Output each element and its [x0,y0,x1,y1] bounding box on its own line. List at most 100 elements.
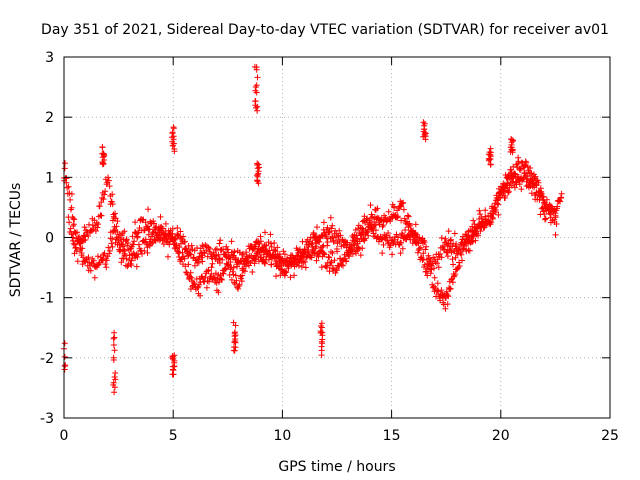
data-point [326,228,333,235]
data-point [171,146,178,152]
data-point [106,250,113,257]
data-point [554,203,561,210]
data-point [145,231,152,238]
data-point [434,280,441,287]
data-point [340,262,346,269]
data-point [238,278,245,285]
data-point [281,272,288,279]
data-point [391,236,398,243]
data-point [327,214,334,221]
data-point [165,253,171,260]
data-point [79,237,86,244]
data-point [278,262,285,269]
data-point [118,259,125,266]
data-point [68,204,75,211]
data-point [106,183,113,190]
data-point [398,217,405,224]
data-point [191,281,198,288]
data-point [71,216,78,223]
data-point [65,214,72,221]
data-point [389,251,396,258]
data-point [434,260,440,267]
data-point [80,254,87,261]
data-point [329,250,336,257]
data-point [540,193,547,200]
data-point [431,274,438,281]
data-point [397,203,404,210]
data-point [194,284,201,291]
data-point [329,233,336,240]
y-tick-label: -1 [40,291,54,307]
data-point [125,240,131,246]
data-point [400,199,407,206]
data-point [111,389,118,396]
data-point [249,269,256,275]
data-point [62,362,69,369]
data-point [463,246,470,253]
data-point [425,252,432,259]
data-point [542,216,548,223]
data-point [280,248,287,255]
data-point [328,225,335,232]
data-point [216,240,223,247]
data-point [542,215,549,222]
data-point [298,255,305,262]
data-point [110,342,117,348]
data-point [61,353,68,360]
x-tick-label: 25 [601,428,619,444]
data-point [99,161,106,168]
data-point [442,305,449,312]
data-point [105,177,112,184]
data-point [421,239,428,245]
data-point [443,288,450,295]
data-point [356,245,363,252]
data-point [397,250,404,257]
data-point [458,251,465,258]
data-point [111,334,118,341]
data-point [422,246,429,253]
data-point [538,190,545,197]
data-point [528,180,535,187]
data-point [253,104,259,111]
data-point [402,227,409,233]
data-point [497,194,504,201]
data-point [258,238,264,245]
data-point [326,254,333,261]
data-point [423,243,430,250]
data-point [215,289,222,296]
data-point [537,185,544,192]
data-point [173,242,180,249]
data-point [447,237,454,244]
data-point [217,237,224,244]
data-point [206,278,212,285]
data-point [67,225,74,232]
data-point [372,227,379,234]
data-point [301,246,308,252]
data-point [134,234,141,241]
data-point [287,274,294,281]
data-point [426,255,433,262]
data-point [208,270,215,277]
data-point [157,213,164,220]
data-point [283,269,290,275]
data-point [99,154,106,161]
data-point [110,357,117,363]
data-point [169,225,176,232]
y-tick-label: 1 [45,170,54,186]
data-point [79,245,86,252]
data-point [254,172,261,179]
data-point [241,268,248,275]
data-point [337,232,344,239]
data-point [182,238,188,245]
data-point [420,237,427,244]
data-point [524,173,531,180]
data-point [359,245,366,252]
data-point [171,352,178,359]
data-point [76,233,83,240]
data-point [399,245,406,252]
data-point [333,267,340,274]
data-point [85,233,92,239]
data-point [310,229,317,236]
data-point [416,245,423,252]
